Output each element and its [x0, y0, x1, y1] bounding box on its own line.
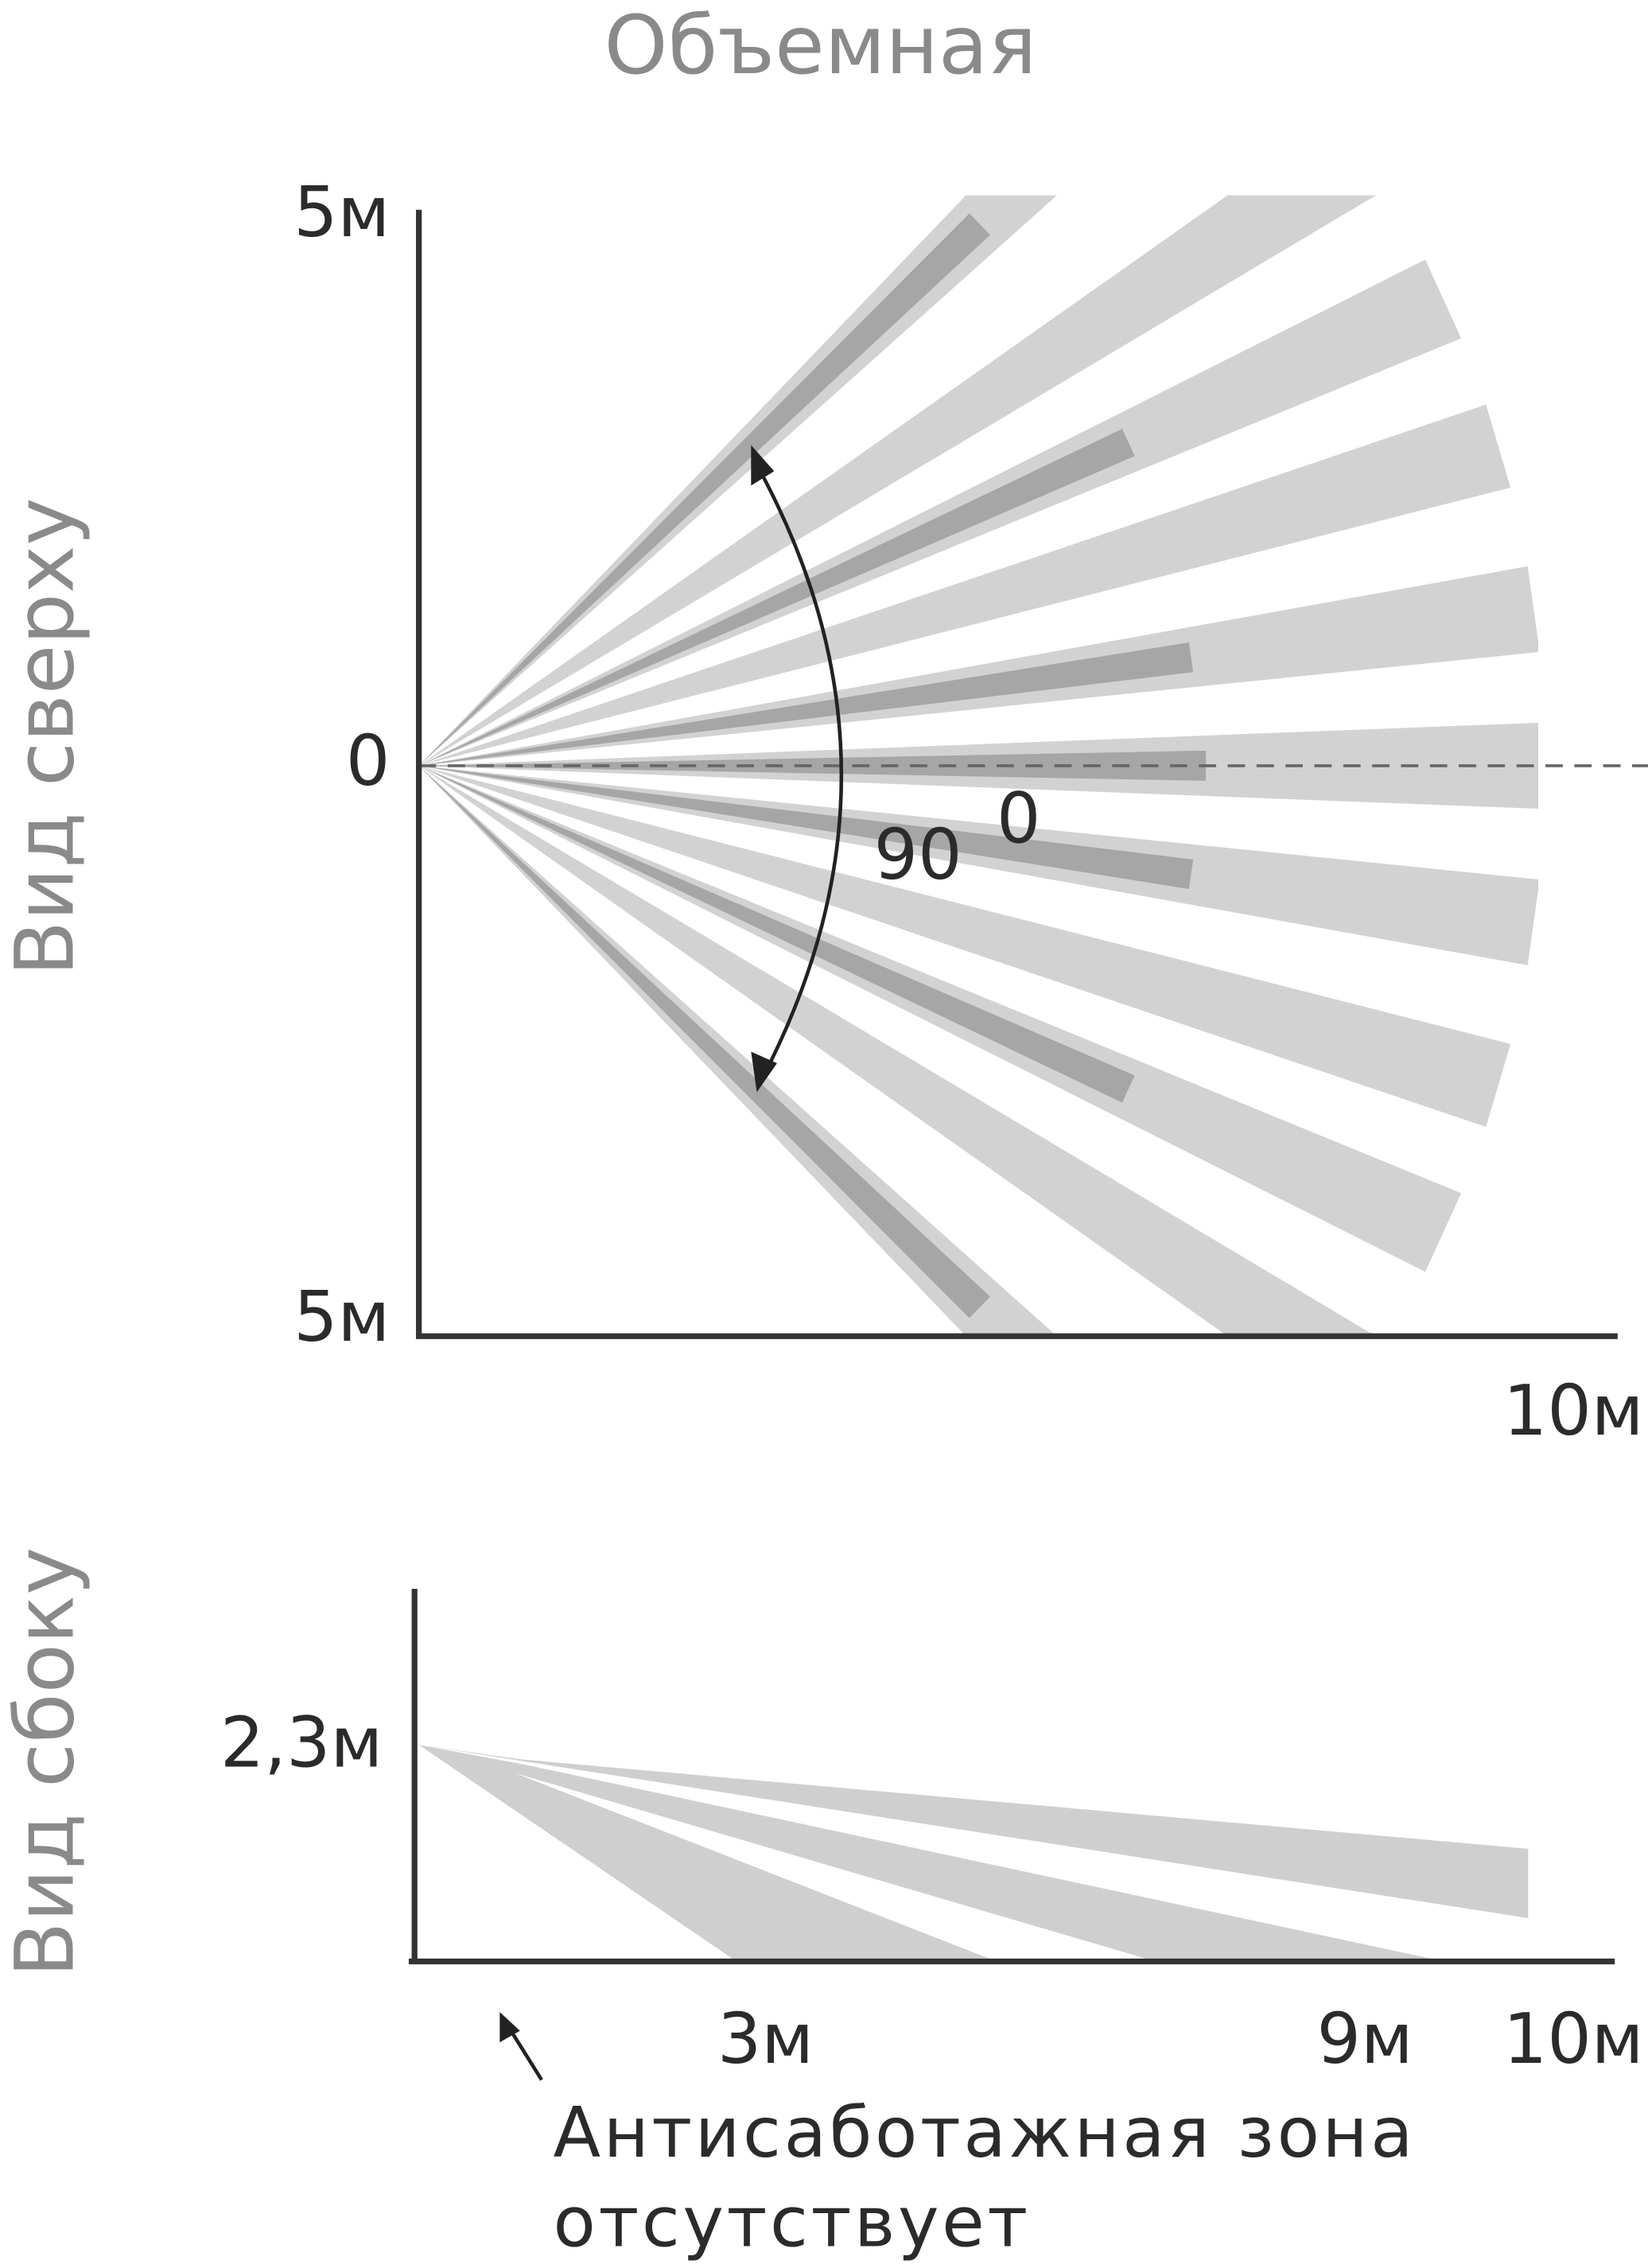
title: Объемная [604, 0, 1037, 92]
side-beam [418, 1745, 1444, 1962]
side-view-beams [418, 1745, 1529, 1962]
arrow-head [499, 2012, 520, 2043]
height-label: 2,3м [220, 1703, 383, 1784]
x-label: 10м [1503, 1998, 1644, 2080]
x-end-label: 10м [1503, 1370, 1644, 1451]
beam [418, 566, 1538, 766]
y-bottom-label: 5м [293, 1276, 390, 1357]
beam [418, 765, 1462, 1272]
beam [418, 765, 1538, 965]
beam [418, 765, 1135, 1103]
angle-label: 90 [874, 814, 962, 895]
side-beam [418, 1745, 1529, 1919]
beam [418, 765, 990, 1318]
angle-sup: 0 [997, 778, 1040, 859]
beam [418, 259, 1462, 766]
beam [418, 195, 1057, 766]
top-view-label: Вид сверху [0, 498, 91, 977]
beam [418, 213, 990, 766]
top-view-beams [418, 195, 1538, 1337]
beam [418, 429, 1135, 766]
note-line: отсутствует [554, 2182, 1031, 2263]
arrow-head [751, 445, 775, 486]
y-zero-label: 0 [346, 720, 390, 802]
x-label: 9м [1316, 1998, 1413, 2080]
y-top-label: 5м [293, 172, 390, 253]
note-line: Антисаботажная зона [554, 2092, 1417, 2173]
arrow-head [751, 1051, 777, 1093]
beam [418, 642, 1194, 766]
side-beam [418, 1745, 997, 1962]
beam [418, 765, 1194, 890]
angle-arc [752, 458, 844, 1079]
side-view-label: Вид сбоку [0, 1547, 91, 1977]
beam [418, 404, 1511, 766]
x-label: 3м [717, 1998, 814, 2080]
beam [418, 765, 1511, 1128]
beam [418, 750, 1207, 781]
